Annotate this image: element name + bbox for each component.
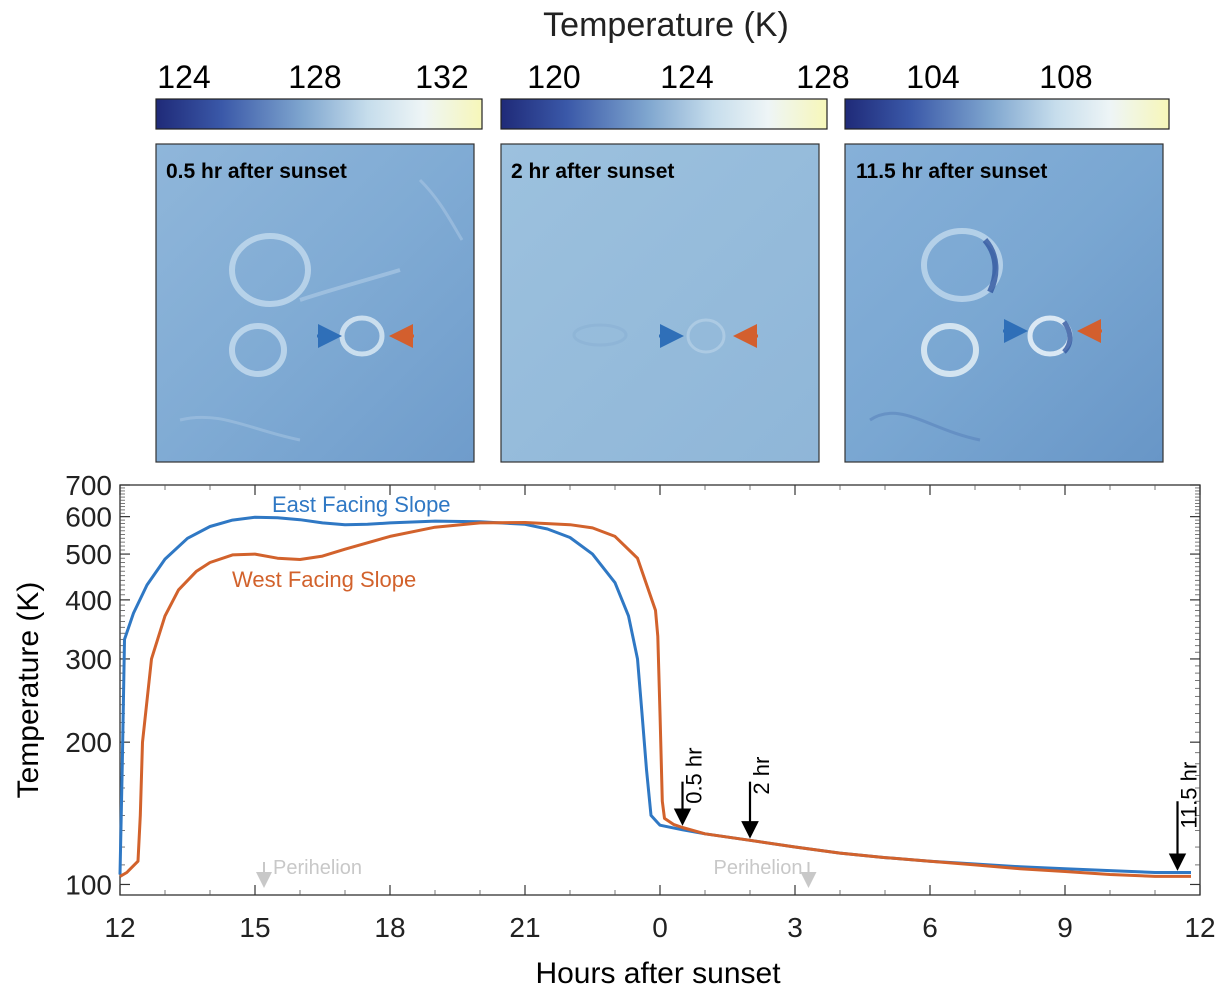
y-tick-label: 500 — [65, 539, 112, 570]
colorbar-tick: 128 — [288, 59, 341, 95]
crater-rim — [229, 233, 311, 307]
y-tick-label: 300 — [65, 644, 112, 675]
panel-label: 11.5 hr after sunset — [856, 160, 1047, 183]
thermal-map-0.5hr: 0.5 hr after sunset — [155, 143, 475, 463]
map-background — [155, 143, 475, 463]
colorbar-bar — [155, 98, 483, 130]
y-tick-label: 400 — [65, 585, 112, 616]
colorbar-bar — [500, 98, 828, 130]
colorbar-tick: 108 — [1039, 59, 1092, 95]
series-line-west — [119, 521, 1191, 878]
x-tick-label: 12 — [104, 912, 135, 943]
colorbar-tick: 124 — [157, 59, 210, 95]
x-tick-label: 12 — [1184, 912, 1215, 943]
y-axis-label: Temperature (K) — [12, 582, 45, 799]
thermal-map-11.5hr: 11.5 hr after sunset — [844, 143, 1164, 463]
map-background — [844, 143, 1164, 463]
series-layer — [118, 515, 1191, 878]
perihelion-label: Perihelion — [273, 857, 362, 879]
x-axis-label: Hours after sunset — [535, 957, 781, 990]
thermal-map-2hr: 2 hr after sunset — [500, 143, 820, 463]
terrain-ridge — [418, 178, 464, 241]
panel-2hr: 120 124 128 2 hr after sunset — [500, 59, 850, 463]
perihelion-label: Perihelion — [714, 857, 803, 879]
panel-label: 0.5 hr after sunset — [166, 160, 347, 183]
target-crater — [339, 315, 385, 357]
time-marker-label: 0.5 hr — [682, 748, 707, 804]
colorbar-11.5hr: 104 108 — [844, 59, 1170, 130]
crater-rim — [572, 323, 628, 347]
x-tick-label: 15 — [239, 912, 270, 943]
panel-0.5hr: 124 128 132 0.5 hr after sunset — [155, 59, 483, 463]
x-tick-label: 21 — [509, 912, 540, 943]
panel-label: 2 hr after sunset — [511, 160, 674, 183]
colorbar-0.5hr: 124 128 132 — [155, 59, 483, 130]
colorbar-tick: 128 — [796, 59, 849, 95]
x-tick-label: 3 — [787, 912, 803, 943]
crater-shadow — [982, 238, 999, 294]
x-axis: 12 15 18 21 0 3 6 9 12 — [104, 485, 1216, 943]
map-background — [500, 143, 820, 463]
x-tick-label: 18 — [374, 912, 405, 943]
time-marker-label: 2 hr — [749, 757, 774, 795]
y-tick-label: 100 — [65, 869, 112, 900]
terrain-ridge — [869, 411, 981, 442]
colorbar-bar — [844, 98, 1170, 130]
x-tick-label: 0 — [652, 912, 668, 943]
panel-11.5hr: 104 108 11.5 hr after sunset — [844, 59, 1170, 463]
colorbar-tick: 124 — [660, 59, 713, 95]
terrain-ridge — [179, 415, 301, 442]
legend-east: East Facing Slope — [272, 492, 451, 517]
crater-rim — [229, 323, 287, 377]
y-tick-label: 200 — [65, 727, 112, 758]
time-marker-label: 11.5 hr — [1177, 762, 1202, 829]
colorbar-tick: 132 — [415, 59, 468, 95]
colorbar-tick: 120 — [527, 59, 580, 95]
crater-shadow — [1061, 320, 1073, 354]
x-tick-label: 9 — [1057, 912, 1073, 943]
y-tick-label: 700 — [65, 470, 112, 501]
legend-west: West Facing Slope — [232, 567, 416, 592]
crater-rim — [921, 323, 979, 377]
annotation-layer: 0.5 hr 2 hr 11.5 hr Perihelion Perihelion — [256, 748, 1202, 888]
target-crater — [686, 318, 726, 354]
x-tick-label: 6 — [922, 912, 938, 943]
crater-rim — [921, 228, 1003, 302]
y-tick-label: 600 — [65, 502, 112, 533]
figure-title: Temperature (K) — [543, 6, 789, 44]
terrain-ridge — [299, 268, 401, 302]
colorbar-2hr: 120 124 128 — [500, 59, 850, 130]
colorbar-tick: 104 — [906, 59, 959, 95]
